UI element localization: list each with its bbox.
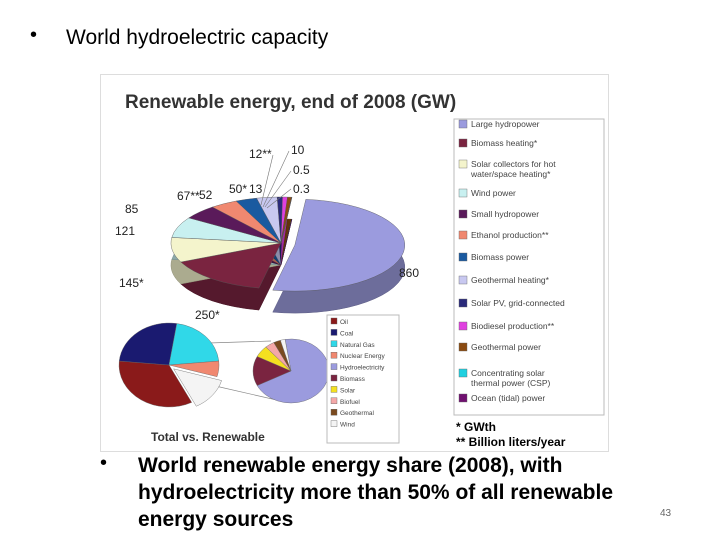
main-slice-label-small-hydropower: 85 xyxy=(125,202,139,216)
main-pie-labels: 860 250* 145* 121 85 67** 52 50* 13 12** 10 0.5 0.3 xyxy=(115,143,419,322)
footnote-gwth: * GWth xyxy=(456,420,496,434)
small-legend-label-hydroelectricity: Hydroelectricity xyxy=(340,365,385,372)
legend-label-large-hydropower: Large hydropower xyxy=(471,119,540,129)
legend-swatch-biodiesel-production xyxy=(458,321,468,331)
main-slice-label-concentrating-solar-thermal-power-csp: 0.5 xyxy=(293,163,310,177)
main-slice-large-hydropower xyxy=(272,199,405,292)
small-legend-swatch-wind xyxy=(330,420,338,427)
legend-swatch-solar-pv-grid-connected xyxy=(458,298,468,308)
small-legend-label-nuclear-energy: Nuclear Energy xyxy=(340,353,386,360)
main-slice-side-ocean-tidal-power xyxy=(280,218,293,266)
renewable-energy-chart: Renewable energy, end of 2008 (GW) 860 25… xyxy=(115,92,605,449)
small-legend-label-geothermal: Geothermal xyxy=(340,410,375,417)
main-slice-label-solar-collectors-for-hot-water-space-heating: 145* xyxy=(119,276,144,290)
legend-swatch-large-hydropower xyxy=(458,119,468,129)
chart-title: Renewable energy, end of 2008 (GW) xyxy=(125,92,456,113)
small-legend-label-solar: Solar xyxy=(340,387,356,394)
legend-swatch-small-hydropower xyxy=(458,209,468,219)
small-legend-swatch-coal xyxy=(330,329,338,336)
small-legend-label-biomass: Biomass xyxy=(340,376,366,383)
legend-swatch-biomass-heating xyxy=(458,138,468,148)
bullet-bottom-text: World renewable energy share (2008), wit… xyxy=(138,454,613,531)
legend-label-biomass-heating: Biomass heating* xyxy=(471,138,538,148)
legend-label-wind-power: Wind power xyxy=(471,188,516,198)
small-legend-swatch-geothermal xyxy=(330,409,338,416)
small-legend-swatch-natural-gas xyxy=(330,340,338,347)
connector-lines xyxy=(208,340,282,402)
connector-upper xyxy=(208,340,272,344)
main-slice-label-ethanol-production: 67** xyxy=(177,189,200,203)
legend-label-ocean-tidal-power: Ocean (tidal) power xyxy=(471,393,545,403)
legend-label-geothermal-heating: Geothermal heating* xyxy=(471,275,550,285)
bullet-glyph-bottom: • xyxy=(100,452,108,474)
main-legend: Large hydropower Biomass heating* Solar co… xyxy=(458,119,565,403)
small-legend-swatch-biofuel xyxy=(330,397,338,404)
renewable-energy-figure: Renewable energy, end of 2008 (GW) 860 25… xyxy=(100,74,609,452)
main-slice-ocean-tidal-power xyxy=(280,197,293,244)
total-pie xyxy=(118,322,222,408)
renewable-slice-wind xyxy=(280,339,292,372)
small-legend-swatch-oil xyxy=(330,317,338,325)
legend-swatch-ocean-tidal-power xyxy=(458,393,468,403)
legend-label-biomass-power: Biomass power xyxy=(471,252,529,262)
total-slice-natural-gas xyxy=(168,323,220,366)
main-slice-label-solar-pv-grid-connected: 13 xyxy=(249,182,263,196)
main-pie xyxy=(170,196,406,314)
main-slice-label-geothermal-power: 10 xyxy=(291,143,305,157)
main-slice-label-biomass-heating: 250* xyxy=(195,308,220,322)
small-legend-label-coal: Coal xyxy=(340,330,354,337)
total-slice-oil xyxy=(118,360,192,408)
main-slice-label-biodiesel-production: 12** xyxy=(249,147,272,161)
small-chart-title: Total vs. Renewable xyxy=(151,430,265,444)
main-slice-label-geothermal-heating: 50* xyxy=(229,182,247,196)
small-legend-swatch-solar xyxy=(330,386,338,393)
leader-line-2 xyxy=(264,170,292,208)
main-slice-biomass-heating xyxy=(180,242,282,289)
small-legend-box xyxy=(326,314,400,444)
main-slice-label-biomass-power: 52 xyxy=(199,188,213,202)
leader-line-1 xyxy=(262,150,290,208)
main-slice-label-wind-power: 121 xyxy=(115,224,135,238)
legend-swatch-geothermal-heating xyxy=(458,275,468,285)
bullet-top-text: World hydroelectric capacity xyxy=(66,26,329,49)
legend-swatch-ethanol-production xyxy=(458,230,468,240)
legend-label-biodiesel-production: Biodiesel production** xyxy=(471,321,555,331)
small-legend-label-oil: Oil xyxy=(340,319,349,326)
main-slice-label-large-hydropower: 860 xyxy=(399,266,419,280)
total-slice-coal xyxy=(118,322,178,366)
small-legend-label-biofuel: Biofuel xyxy=(340,399,360,406)
legend-label-solar-collectors-for-hot-water-space-heating: Solar collectors for hot water/space heat… xyxy=(470,159,556,179)
legend-swatch-geothermal-power xyxy=(458,342,468,352)
leader-line-0 xyxy=(260,154,274,206)
small-legend-swatch-biomass xyxy=(330,374,338,382)
legend-label-geothermal-power: Geothermal power xyxy=(471,342,541,352)
legend-swatch-concentrating-solar-thermal-power-csp xyxy=(458,368,468,378)
legend-swatch-biomass-power xyxy=(458,252,468,262)
legend-label-small-hydropower: Small hydropower xyxy=(471,209,539,219)
legend-swatch-solar-collectors-for-hot-water-space-heating xyxy=(458,159,468,169)
leader-line-3 xyxy=(266,188,292,209)
total-slice-nuclear-energy xyxy=(168,360,220,377)
small-legend-label-natural-gas: Natural Gas xyxy=(340,342,375,349)
small-legend-swatch-hydroelectricity xyxy=(330,363,338,370)
legend-label-solar-pv-grid-connected: Solar PV, grid-connected xyxy=(471,298,565,308)
small-legend-swatch-nuclear-energy xyxy=(330,352,338,359)
main-legend-box xyxy=(453,118,605,416)
legend-label-concentrating-solar-thermal-power-csp: Concentrating solar thermal power (CSP) xyxy=(471,368,551,388)
renewable-slice-hydroelectricity xyxy=(256,338,330,404)
small-legend-label-wind: Wind xyxy=(340,422,355,429)
footnote-billion-liters: ** Billion liters/year xyxy=(456,435,566,449)
connector-lower xyxy=(210,384,282,402)
legend-label-ethanol-production: Ethanol production** xyxy=(471,230,549,240)
page-number: 43 xyxy=(660,508,672,519)
total-slice-renewable xyxy=(173,368,222,407)
main-slice-label-ocean-tidal-power: 0.3 xyxy=(293,182,310,196)
legend-swatch-wind-power xyxy=(458,188,468,198)
bullet-glyph: • xyxy=(30,24,38,46)
small-legend: Oil Coal Natural Gas Nuclear Energy Hydroele… xyxy=(330,317,386,429)
renewable-pie xyxy=(252,338,330,404)
